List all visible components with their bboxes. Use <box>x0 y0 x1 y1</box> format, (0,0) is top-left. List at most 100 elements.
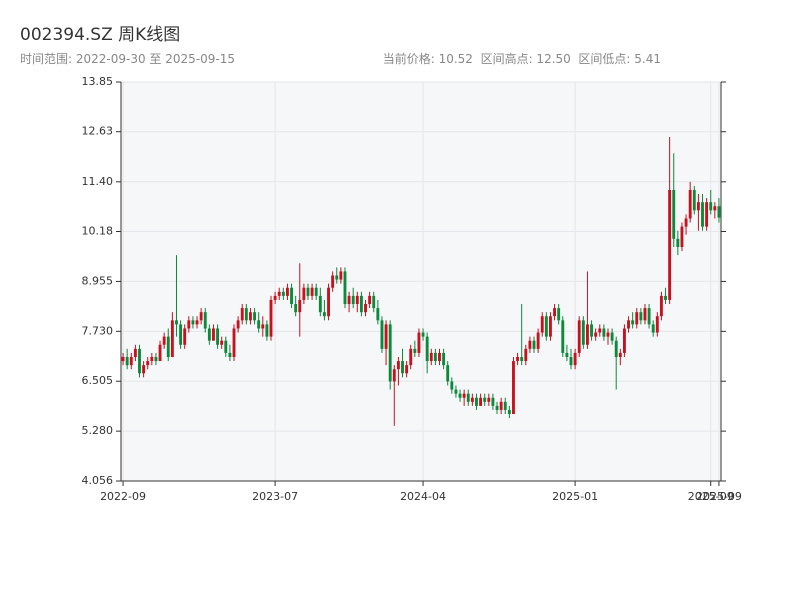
candle-body <box>639 312 643 321</box>
candle-body <box>705 202 709 227</box>
candle-body <box>142 365 146 374</box>
candle-body <box>598 328 602 333</box>
candle-body <box>696 202 700 211</box>
x-tick-label: 2023-07 <box>252 490 298 503</box>
candle-body <box>158 344 162 362</box>
y-tick-label: 10.18 <box>82 225 114 238</box>
candle-body <box>224 340 228 353</box>
candle-body <box>429 352 433 362</box>
candle-body <box>680 226 684 247</box>
candle-body <box>290 287 293 305</box>
candle-body <box>121 356 125 362</box>
x-tick-label: 2022-09 <box>100 490 146 503</box>
candle-body <box>327 287 330 317</box>
candle-body <box>335 275 339 280</box>
candle-body <box>668 189 672 300</box>
candle-body <box>392 369 396 382</box>
candle-body <box>565 352 569 357</box>
candle-body <box>396 361 400 370</box>
candle-body <box>314 287 318 296</box>
candle-body <box>322 312 326 317</box>
candle-body <box>520 356 524 362</box>
candle-body <box>458 393 462 398</box>
candle-body <box>470 397 474 402</box>
candle-body <box>590 324 593 337</box>
candle-body <box>199 312 203 321</box>
candle-body <box>684 218 688 227</box>
candle-body <box>618 352 622 357</box>
x-tick-label: 2025-01 <box>552 490 598 503</box>
y-tick-label: 6.505 <box>82 374 114 387</box>
y-tick-label: 11.40 <box>82 175 114 188</box>
candle-body <box>561 320 565 353</box>
candle-body <box>483 397 487 402</box>
candle-body <box>265 324 269 337</box>
candle-body <box>602 328 606 337</box>
candle-body <box>701 202 704 227</box>
candle-body <box>495 405 499 410</box>
candle-body <box>191 320 195 325</box>
candle-body <box>446 365 450 382</box>
candle-body <box>405 365 409 374</box>
candle-body <box>277 291 281 296</box>
candle-body <box>569 356 573 366</box>
candle-body <box>450 381 454 390</box>
candle-body <box>368 295 372 305</box>
candle-body <box>294 304 298 313</box>
candle-body <box>269 299 273 337</box>
candle-body <box>220 340 224 345</box>
candle-body <box>216 328 220 345</box>
candle-body <box>298 299 302 313</box>
candle-body <box>212 328 215 341</box>
candle-body <box>462 393 466 398</box>
y-tick-label: 4.056 <box>82 474 114 487</box>
y-tick-label: 7.730 <box>82 324 114 337</box>
candle-body <box>544 316 548 337</box>
candle-body <box>125 356 129 366</box>
candle-body <box>438 352 441 362</box>
candle-body <box>516 356 520 362</box>
candle-body <box>487 397 491 402</box>
candle-body <box>195 320 199 325</box>
candle-body <box>129 356 133 366</box>
candle-body <box>491 397 495 406</box>
candle-body <box>606 332 610 337</box>
candle-body <box>187 320 191 329</box>
candle-body <box>499 401 503 410</box>
candle-body <box>376 308 380 321</box>
candle-body <box>454 389 458 394</box>
candle-body <box>146 361 150 366</box>
candle-body <box>138 348 141 374</box>
x-tick-label: 2025-09 <box>688 490 734 503</box>
candle-body <box>532 340 536 349</box>
candle-body <box>150 356 154 362</box>
candle-body <box>162 336 166 345</box>
y-tick-label: 13.85 <box>82 75 114 88</box>
candle-body <box>302 287 306 300</box>
candle-body <box>339 271 343 280</box>
candle-body <box>175 320 178 325</box>
candle-body <box>655 316 659 333</box>
candle-body <box>659 295 663 317</box>
candle-body <box>651 324 655 333</box>
candle-body <box>273 295 277 300</box>
candle-body <box>355 295 359 305</box>
candle-body <box>232 328 236 357</box>
subtitle: 时间范围: 2022-09-30 至 2025-09-15 <box>20 52 235 66</box>
x-tick-label: 2025-09 <box>696 490 742 503</box>
candle-body <box>310 287 314 296</box>
candle-body <box>380 320 384 349</box>
candle-body <box>228 352 232 357</box>
candle-body <box>713 206 717 211</box>
candle-body <box>433 352 437 362</box>
candle-body <box>627 320 630 329</box>
candle-body <box>203 312 207 329</box>
candle-body <box>347 295 351 305</box>
candle-body <box>442 352 446 366</box>
candle-body <box>425 336 429 362</box>
candle-body <box>170 320 174 357</box>
candle-body <box>364 304 367 313</box>
candle-body <box>549 316 552 337</box>
candle-body <box>512 361 515 415</box>
